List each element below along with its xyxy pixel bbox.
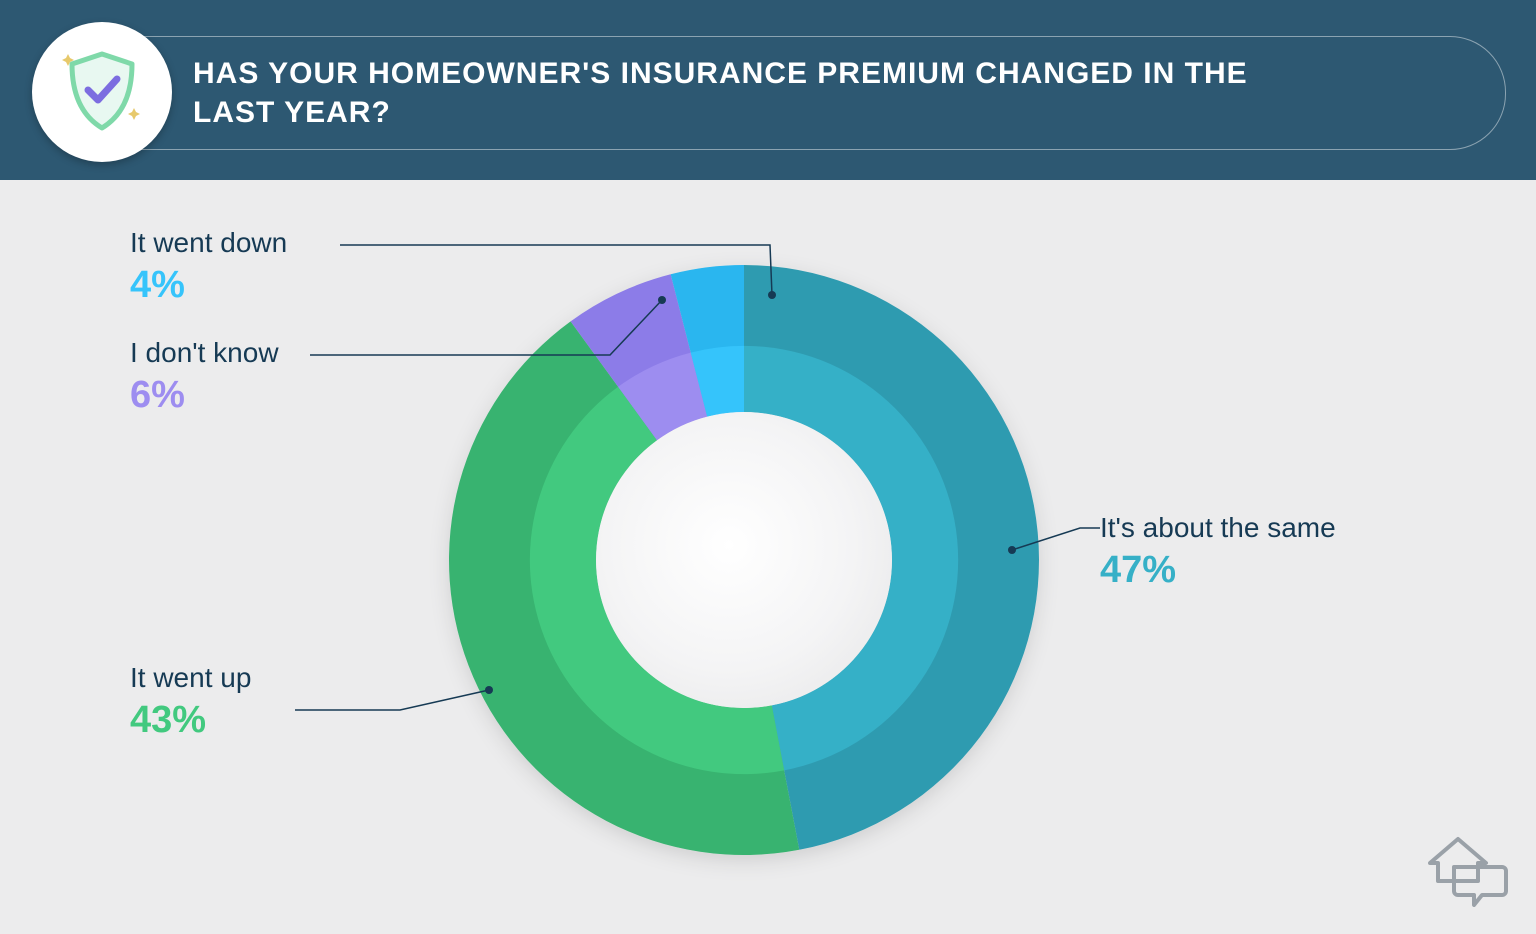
- label-up: It went up 43%: [130, 660, 251, 745]
- label-up-pct: 43%: [130, 697, 251, 745]
- label-dontknow-pct: 6%: [130, 372, 279, 420]
- header-band: HAS YOUR HOMEOWNER'S INSURANCE PREMIUM C…: [0, 0, 1536, 180]
- page-title: HAS YOUR HOMEOWNER'S INSURANCE PREMIUM C…: [193, 54, 1293, 132]
- label-down-pct: 4%: [130, 262, 287, 310]
- label-same-pct: 47%: [1100, 547, 1336, 595]
- label-dontknow: I don't know 6%: [130, 335, 279, 420]
- label-same: It's about the same 47%: [1100, 510, 1336, 595]
- infographic-page: HAS YOUR HOMEOWNER'S INSURANCE PREMIUM C…: [0, 0, 1536, 934]
- label-down: It went down 4%: [130, 225, 287, 310]
- shield-check-icon: [54, 44, 150, 140]
- header-badge: [32, 22, 172, 162]
- chart-area: It went down 4% I don't know 6% It went …: [0, 180, 1536, 934]
- house-chat-logo-icon: [1424, 833, 1508, 912]
- label-same-text: It's about the same: [1100, 510, 1336, 545]
- label-down-text: It went down: [130, 225, 287, 260]
- label-up-text: It went up: [130, 660, 251, 695]
- label-dontknow-text: I don't know: [130, 335, 279, 370]
- title-pill: HAS YOUR HOMEOWNER'S INSURANCE PREMIUM C…: [62, 36, 1506, 150]
